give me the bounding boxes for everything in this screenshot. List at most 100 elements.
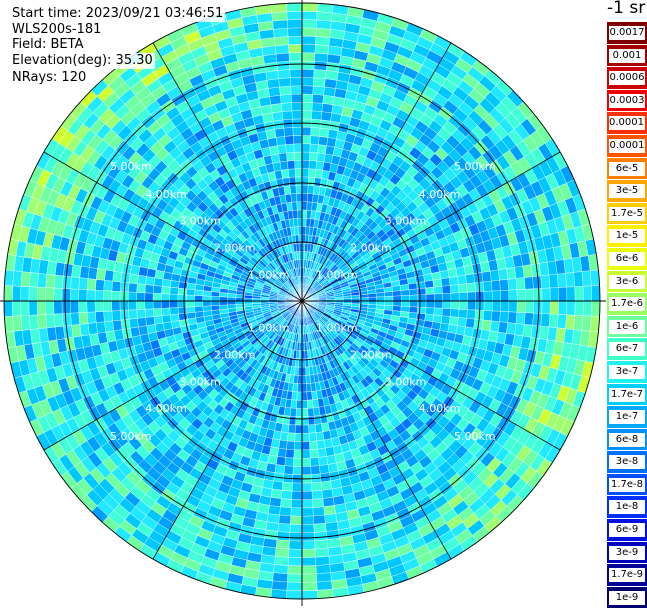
beta-cell xyxy=(37,287,46,301)
beta-cell xyxy=(279,515,291,524)
beta-cell xyxy=(533,301,542,314)
beta-cell xyxy=(266,522,279,532)
beta-cell xyxy=(128,283,137,293)
beta-cell xyxy=(298,218,302,226)
beta-cell xyxy=(305,367,309,376)
beta-cell xyxy=(302,3,318,12)
beta-cell xyxy=(310,136,319,145)
colorbar-cell: 3e-7 xyxy=(607,361,647,384)
beta-cell xyxy=(310,144,319,153)
beta-cell xyxy=(286,441,294,450)
beta-cell xyxy=(284,127,294,136)
beta-cell xyxy=(500,311,509,322)
beta-cell xyxy=(13,316,22,332)
beta-cell xyxy=(491,311,500,322)
beta-cell xyxy=(302,86,313,95)
beta-cell xyxy=(317,153,326,162)
beta-cell xyxy=(137,275,146,284)
beta-cell xyxy=(280,507,292,516)
beta-cell xyxy=(96,269,106,281)
range-ring-label: 5.00km xyxy=(454,430,496,443)
beta-cell xyxy=(161,308,170,316)
beta-cell xyxy=(128,301,137,310)
beta-cell xyxy=(322,489,333,499)
beta-cell xyxy=(136,301,144,310)
beta-cell xyxy=(104,311,113,322)
beta-cell xyxy=(71,324,81,337)
beta-cell xyxy=(385,301,393,306)
beta-cell xyxy=(272,581,288,590)
colorbar-cell: 6e-9 xyxy=(607,519,647,542)
beta-cell xyxy=(294,144,302,152)
beta-cell xyxy=(466,274,475,284)
beta-cell xyxy=(112,311,121,321)
colorbar-label: 0.0001 xyxy=(609,139,645,153)
beta-cell xyxy=(533,276,542,289)
beta-cell xyxy=(294,450,302,458)
beta-cell xyxy=(289,549,302,558)
beta-cell xyxy=(80,266,90,278)
beta-cell xyxy=(54,314,63,327)
beta-cell xyxy=(281,490,292,499)
beta-cell xyxy=(286,152,294,161)
beta-cell xyxy=(306,383,311,392)
range-ring-label: 1.00km xyxy=(316,268,358,281)
beta-cell xyxy=(442,308,451,316)
beta-cell xyxy=(434,308,443,316)
beta-cell xyxy=(280,94,291,103)
beta-cell xyxy=(266,70,279,80)
beta-cell xyxy=(524,313,533,326)
beta-cell xyxy=(296,400,302,408)
beta-cell xyxy=(482,271,491,282)
beta-cell xyxy=(434,301,442,308)
beta-cell xyxy=(457,317,466,326)
range-ring-label: 4.00km xyxy=(419,188,461,201)
beta-cell xyxy=(276,540,289,549)
beta-cell xyxy=(315,540,328,549)
beta-cell xyxy=(317,440,326,449)
beta-cell xyxy=(302,491,312,500)
colorbar-cell: 6e-7 xyxy=(607,338,647,361)
beta-cell xyxy=(310,449,319,458)
beta-cell xyxy=(269,146,278,156)
beta-cell xyxy=(557,314,566,328)
beta-cell xyxy=(302,541,315,550)
beta-cell xyxy=(71,313,80,326)
beta-cell xyxy=(146,317,155,326)
beta-cell xyxy=(288,36,302,45)
beta-cell xyxy=(418,301,426,307)
beta-cell xyxy=(409,301,417,307)
colorbar-cell: 3e-6 xyxy=(607,271,647,294)
beta-cell xyxy=(324,505,336,515)
beta-cell xyxy=(170,301,178,308)
beta-cell xyxy=(316,20,331,29)
beta-cell xyxy=(459,301,467,310)
beta-cell xyxy=(145,309,154,318)
beta-cell xyxy=(567,287,576,301)
beta-cell xyxy=(136,292,144,301)
beta-cell xyxy=(277,145,286,154)
beta-cell xyxy=(458,284,467,293)
beta-cell xyxy=(302,549,315,558)
beta-cell xyxy=(289,532,302,541)
colorbar-cell: 1.7e-6 xyxy=(607,293,647,316)
beta-cell xyxy=(321,112,332,121)
beta-cell xyxy=(37,314,46,328)
beta-cell xyxy=(434,294,442,301)
beta-cell xyxy=(393,301,401,306)
beta-cell xyxy=(112,301,121,311)
beta-cell xyxy=(308,169,315,178)
beta-cell xyxy=(443,293,451,301)
beta-cell xyxy=(275,548,289,557)
beta-cell xyxy=(302,202,307,210)
beta-cell xyxy=(273,573,288,582)
beta-cell xyxy=(178,295,186,301)
colorbar-label: 6e-5 xyxy=(609,162,645,176)
beta-cell xyxy=(315,548,329,557)
beta-cell xyxy=(153,308,162,316)
beta-cell xyxy=(45,288,54,301)
beta-cell xyxy=(285,457,294,466)
beta-cell xyxy=(290,516,302,525)
beta-cell xyxy=(302,566,316,575)
beta-cell xyxy=(313,407,320,416)
